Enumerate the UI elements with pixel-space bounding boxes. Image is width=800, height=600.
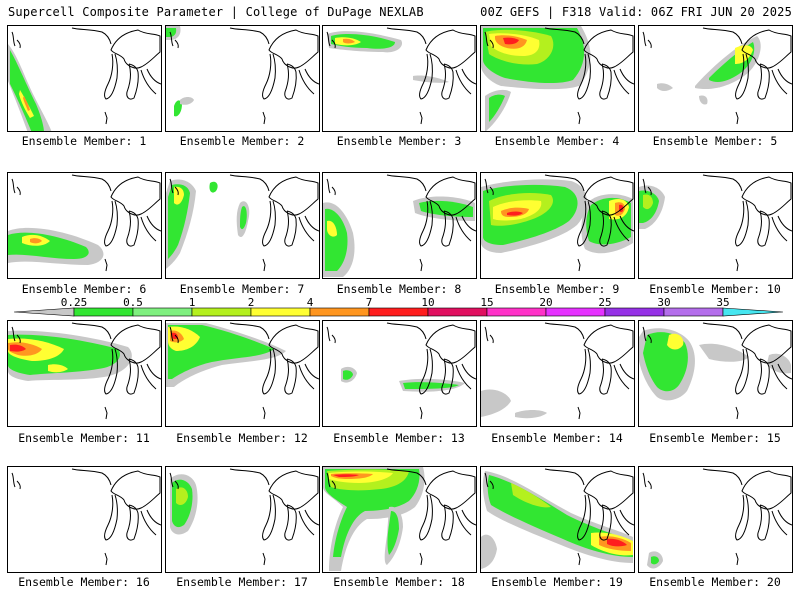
- colorbar-tick-label: 35: [716, 296, 729, 309]
- ensemble-member-map: [480, 25, 635, 132]
- colorbar-segment: [486, 307, 547, 317]
- scp-field-map: [11, 468, 161, 566]
- colorbar-tick-label: 0.25: [61, 296, 88, 309]
- colorbar-segment: [368, 307, 429, 317]
- ensemble-member-label: Ensemble Member: 14: [491, 431, 623, 445]
- ensemble-member-map: [7, 320, 162, 427]
- colorbar-tick-label: 10: [421, 296, 434, 309]
- ensemble-member-label: Ensemble Member: 11: [18, 431, 150, 445]
- colorbar-tick-label: 4: [307, 296, 314, 309]
- colorbar-tick-label: 0.5: [123, 296, 143, 309]
- colorbar-segment: [604, 307, 665, 317]
- colorbar-tick-label: 15: [480, 296, 493, 309]
- colorbar-tick-label: 25: [598, 296, 611, 309]
- ensemble-member-map: [638, 172, 793, 279]
- ensemble-member-label: Ensemble Member: 19: [491, 575, 623, 589]
- colorbar-segment: [545, 307, 606, 317]
- scp-field-map: [166, 174, 319, 272]
- valid-time: 00Z GEFS | F318 Valid: 06Z FRI JUN 20 20…: [480, 5, 792, 19]
- scp-field-map: [166, 26, 319, 125]
- colorbar-tick-label: 1: [189, 296, 196, 309]
- ensemble-member-label: Ensemble Member: 18: [333, 575, 465, 589]
- ensemble-member-label: Ensemble Member: 13: [333, 431, 465, 445]
- scp-field-map: [323, 467, 476, 571]
- ensemble-member-label: Ensemble Member: 5: [652, 134, 778, 148]
- scp-field-map: [323, 174, 476, 277]
- ensemble-member-label: Ensemble Member: 3: [336, 134, 462, 148]
- scp-field-map: [642, 468, 792, 569]
- colorbar-segment: [73, 307, 134, 317]
- ensemble-member-label: Ensemble Member: 1: [21, 134, 147, 148]
- map-title: Supercell Composite Parameter | College …: [8, 5, 424, 19]
- ensemble-member-map: [165, 172, 320, 279]
- ensemble-member-label: Ensemble Member: 15: [649, 431, 781, 445]
- ensemble-member-map: [165, 25, 320, 132]
- ensemble-member-map: [638, 320, 793, 427]
- scp-field-map: [639, 174, 792, 272]
- ensemble-member-map: [638, 25, 793, 132]
- colorbar-segment: [250, 307, 311, 317]
- ensemble-member-map: [480, 320, 635, 427]
- ensemble-member-map: [165, 466, 320, 573]
- ensemble-member-map: [322, 172, 477, 279]
- colorbar-segment: [13, 307, 75, 317]
- colorbar-segment: [132, 307, 193, 317]
- ensemble-member-label: Ensemble Member: 7: [179, 282, 305, 296]
- colorbar-segment: [191, 307, 252, 317]
- scp-field-map: [326, 322, 476, 420]
- ensemble-member-label: Ensemble Member: 12: [176, 431, 308, 445]
- ensemble-member-label: Ensemble Member: 20: [649, 575, 781, 589]
- colorbar-segment: [663, 307, 724, 317]
- colorbar-segment: [309, 307, 370, 317]
- colorbar-tick-label: 7: [366, 296, 373, 309]
- scp-field-map: [8, 174, 161, 272]
- ensemble-member-map: [638, 466, 793, 573]
- scp-field-map: [8, 27, 161, 131]
- ensemble-member-label: Ensemble Member: 9: [494, 282, 620, 296]
- ensemble-member-label: Ensemble Member: 4: [494, 134, 620, 148]
- scp-field-map: [481, 174, 634, 272]
- ensemble-member-map: [322, 466, 477, 573]
- ensemble-member-label: Ensemble Member: 16: [18, 575, 150, 589]
- colorbar-segment: [427, 307, 488, 317]
- ensemble-member-map: [480, 466, 635, 573]
- colorbar-tick-label: 20: [539, 296, 552, 309]
- ensemble-member-map: [7, 25, 162, 132]
- scp-field-map: [169, 468, 319, 566]
- colorbar: 0.25 0.5 1 2 4 7 10 15 20 25 30 35: [0, 296, 800, 322]
- ensemble-member-label: Ensemble Member: 17: [176, 575, 308, 589]
- ensemble-member-label: Ensemble Member: 8: [336, 282, 462, 296]
- ensemble-member-map: [7, 466, 162, 573]
- scp-field-map: [642, 27, 792, 125]
- scp-field-map: [481, 322, 634, 420]
- scp-field-map: [481, 468, 634, 569]
- colorbar-tick-label: 30: [657, 296, 670, 309]
- ensemble-member-label: Ensemble Member: 6: [21, 282, 147, 296]
- ensemble-member-map: [480, 172, 635, 279]
- colorbar-graphic: 0.25 0.5 1 2 4 7 10 15 20 25 30 35: [13, 296, 784, 317]
- scp-field-map: [326, 27, 476, 125]
- ensemble-member-map: [322, 320, 477, 427]
- scp-field-map: [481, 26, 634, 131]
- ensemble-member-map: [7, 172, 162, 279]
- colorbar-segment: [722, 307, 784, 317]
- ensemble-member-map: [322, 25, 477, 132]
- ensemble-member-map: [165, 320, 320, 427]
- colorbar-tick-label: 2: [248, 296, 255, 309]
- scp-field-map: [639, 322, 792, 420]
- ensemble-member-label: Ensemble Member: 10: [649, 282, 781, 296]
- ensemble-member-label: Ensemble Member: 2: [179, 134, 305, 148]
- scp-field-map: [8, 322, 161, 420]
- scp-field-map: [166, 322, 319, 420]
